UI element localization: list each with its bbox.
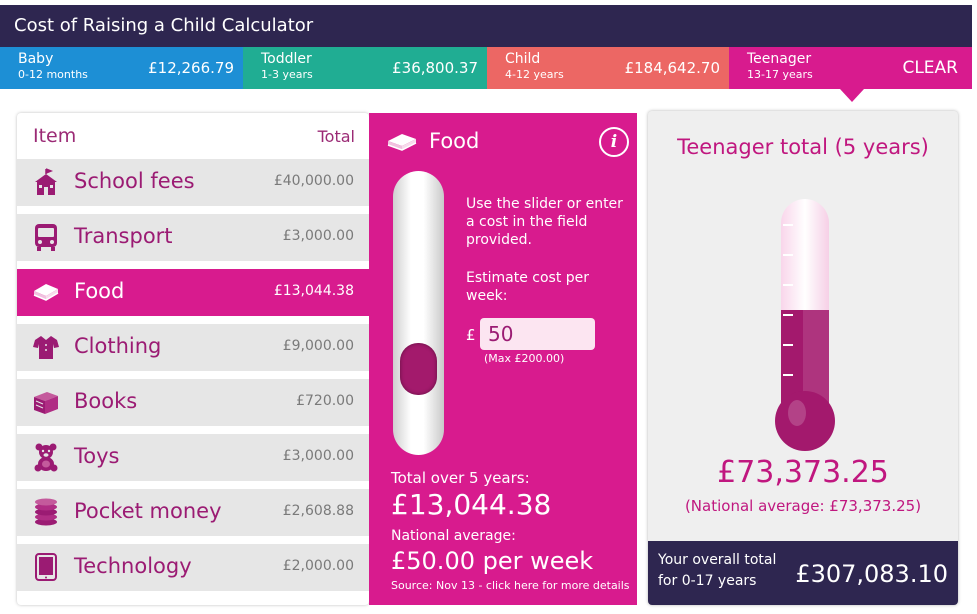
list-header: Item Total: [17, 113, 369, 159]
active-tab-pointer: [840, 89, 864, 102]
weekly-cost-input[interactable]: [480, 318, 595, 350]
currency-symbol: £: [466, 326, 476, 344]
sandwich-icon: [387, 134, 417, 151]
list-item-label: Transport: [74, 224, 173, 248]
teenager-total-title: Teenager total (5 years): [677, 135, 929, 159]
sandwich-icon: [33, 284, 59, 301]
overall-total-label: Your overall total for 0-17 years: [658, 552, 777, 589]
overall-total-bar: Your overall total for 0-17 years £307,0…: [648, 541, 958, 605]
tab-child-name: Child: [505, 51, 541, 67]
list-item-label: Food: [74, 279, 125, 303]
info-icon[interactable]: i: [599, 127, 629, 157]
cost-slider[interactable]: [393, 171, 444, 455]
list-item-value: £2,000.00: [282, 558, 354, 574]
bus-icon: [35, 224, 57, 251]
national-average-label: National average:: [391, 528, 516, 544]
list-item-books[interactable]: Books £720.00: [17, 379, 369, 426]
tab-toddler-range: 1-3 years: [261, 68, 313, 81]
list-item-technology[interactable]: Technology £2,000.00: [17, 544, 369, 591]
coins-icon: [35, 498, 57, 526]
teddy-bear-icon: [34, 443, 58, 472]
tab-baby-name: Baby: [18, 51, 54, 67]
list-item-label: Pocket money: [74, 499, 222, 523]
shirt-icon: [33, 336, 59, 359]
tab-baby[interactable]: Baby 0-12 months £12,266.79: [0, 47, 243, 89]
teenager-total-value: £73,373.25: [717, 455, 889, 490]
app-title-bar: Cost of Raising a Child Calculator: [0, 5, 972, 47]
list-item-label: Clothing: [74, 334, 162, 358]
list-item-value: £40,000.00: [273, 173, 354, 189]
total-over-label: Total over 5 years:: [391, 469, 530, 487]
list-item-value: £13,044.38: [273, 283, 354, 299]
tab-child[interactable]: Child 4-12 years £184,642.70: [487, 47, 729, 89]
stage-tabs: Baby 0-12 months £12,266.79 Toddler 1-3 …: [0, 47, 972, 89]
thermometer-ticks: [783, 224, 793, 376]
list-item-value: £3,000.00: [282, 448, 354, 464]
list-item-label: Technology: [74, 554, 192, 578]
list-item-school-fees[interactable]: School fees £40,000.00: [17, 159, 369, 206]
estimate-label: Estimate cost per week:: [466, 270, 590, 304]
tab-child-range: 4-12 years: [505, 68, 564, 81]
tab-baby-total: £12,266.79: [148, 59, 234, 77]
national-average-value: £50.00 per week: [391, 547, 594, 575]
list-item-value: £720.00: [296, 393, 354, 409]
list-item-clothing[interactable]: Clothing £9,000.00: [17, 324, 369, 371]
tab-teenager-range: 13-17 years: [747, 68, 813, 81]
tablet-icon: [35, 553, 57, 581]
tab-teenager-name: Teenager: [747, 51, 812, 67]
list-item-label: Toys: [74, 444, 120, 468]
total-over-value: £13,044.38: [391, 488, 552, 521]
teenager-national-average: (National average: £73,373.25): [684, 497, 922, 515]
school-icon: [35, 168, 57, 195]
list-item-pocket-money[interactable]: Pocket money £2,608.88: [17, 489, 369, 536]
item-detail-panel: Food i Use the slider or enter a cost in…: [369, 113, 637, 605]
list-item-value: £2,608.88: [282, 503, 354, 519]
app-title: Cost of Raising a Child Calculator: [14, 15, 314, 36]
overall-total-value: £307,083.10: [795, 560, 948, 588]
max-note: (Max £200.00): [484, 352, 565, 365]
list-header-total: Total: [317, 127, 355, 146]
tab-toddler-total: £36,800.37: [392, 59, 478, 77]
books-icon: [34, 392, 58, 414]
teenager-total-panel: Teenager total (5 years) £73,373.25 (Na: [648, 111, 958, 605]
list-header-item: Item: [33, 125, 77, 147]
expense-list-panel: Item Total School fees £40,000.00 Transp…: [17, 113, 369, 605]
slider-instructions: Use the slider or enter a cost in the fi…: [466, 196, 623, 248]
tab-teenager[interactable]: Teenager 13-17 years CLEAR: [729, 47, 972, 89]
list-item-toys[interactable]: Toys £3,000.00: [17, 434, 369, 481]
tab-child-total: £184,642.70: [624, 59, 720, 77]
detail-title: Food: [429, 129, 480, 153]
thermometer-bulb: [775, 391, 835, 451]
list-item-food[interactable]: Food £13,044.38: [17, 269, 369, 316]
thermometer: [775, 199, 835, 451]
tab-baby-range: 0-12 months: [18, 68, 88, 81]
slider-thumb[interactable]: [400, 343, 437, 395]
source-link[interactable]: Source: Nov 13 - click here for more det…: [391, 579, 630, 592]
tab-toddler[interactable]: Toddler 1-3 years £36,800.37: [243, 47, 487, 89]
list-item-label: School fees: [74, 169, 195, 193]
list-item-value: £9,000.00: [282, 338, 354, 354]
clear-button[interactable]: CLEAR: [902, 58, 958, 78]
tab-toddler-name: Toddler: [261, 51, 312, 67]
list-item-label: Books: [74, 389, 138, 413]
list-item-transport[interactable]: Transport £3,000.00: [17, 214, 369, 261]
list-item-value: £3,000.00: [282, 228, 354, 244]
